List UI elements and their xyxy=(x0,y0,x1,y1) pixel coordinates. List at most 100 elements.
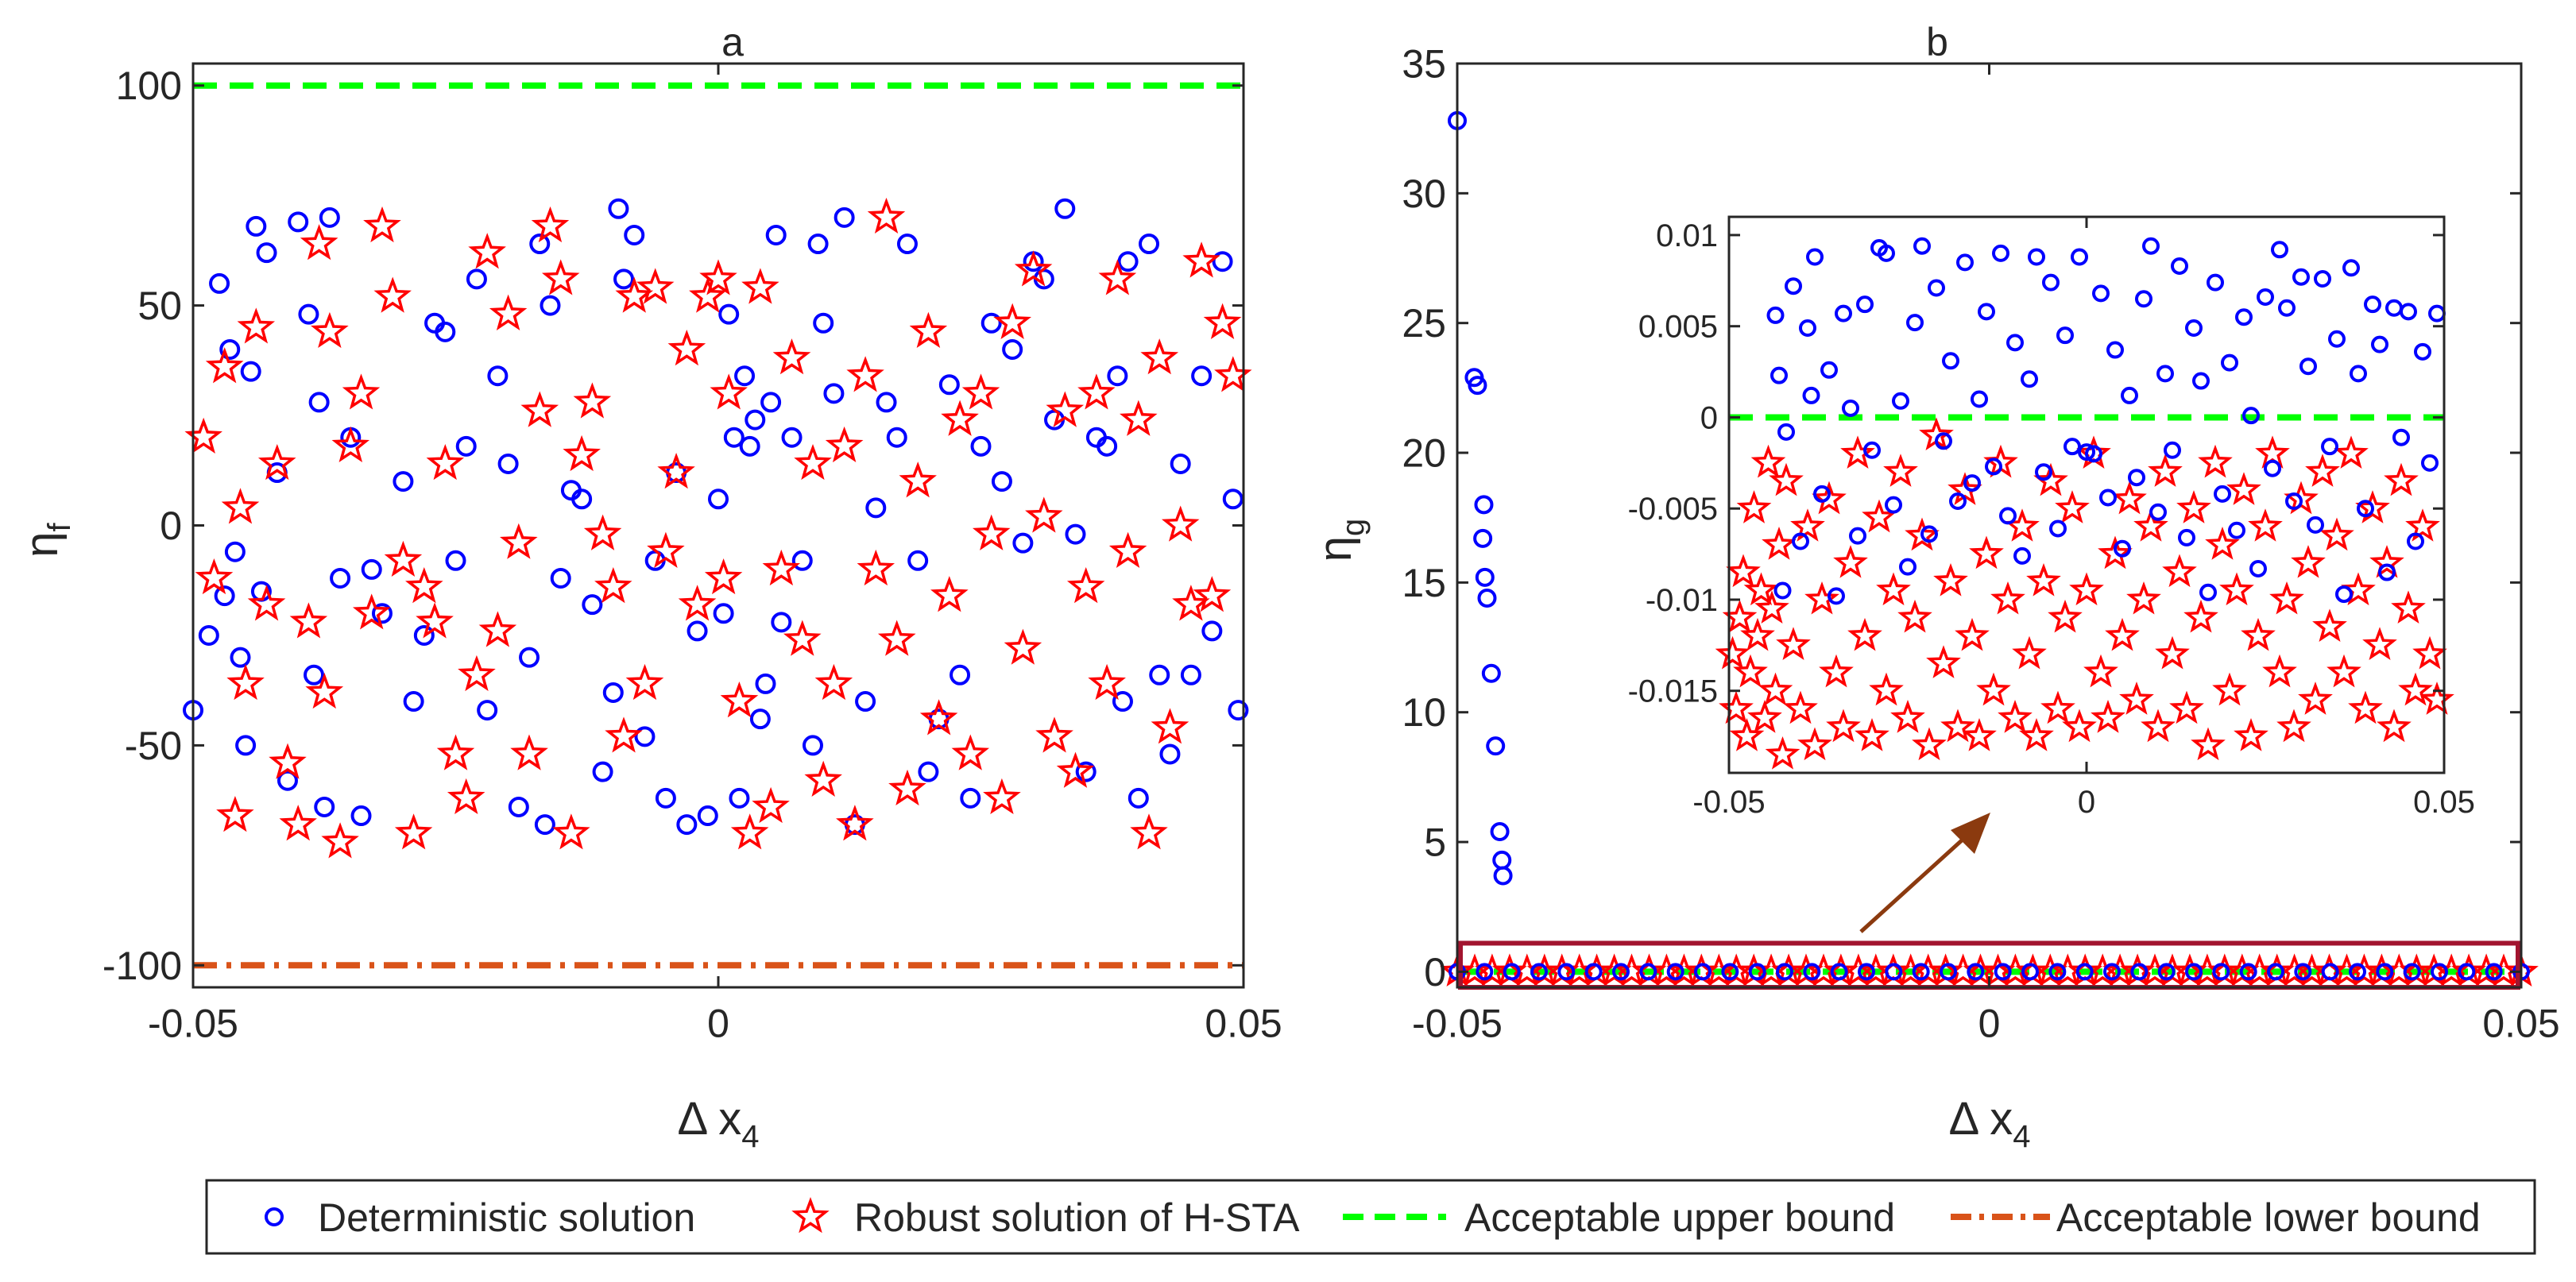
robust-point xyxy=(783,620,822,656)
inset-robust-point xyxy=(1762,527,1797,560)
robust-point xyxy=(615,276,654,313)
panel-b-ytick-label: 10 xyxy=(1402,690,1446,735)
inset-robust-point xyxy=(1926,645,1961,678)
inset-deterministic-point xyxy=(1806,248,1824,266)
panel-b-ytick-label: 15 xyxy=(1402,561,1446,605)
inset-deterministic-point xyxy=(1920,525,1938,543)
inset-deterministic-point xyxy=(2028,248,2045,266)
robust-point xyxy=(489,294,528,330)
robust-point xyxy=(877,620,916,656)
legend: Deterministic solution Robust solution o… xyxy=(205,1179,2536,1255)
robust-point xyxy=(1172,585,1210,621)
panel-a-title: a xyxy=(721,20,744,64)
inset-deterministic-point xyxy=(2085,445,2102,463)
deterministic-point xyxy=(508,796,529,817)
panel-b-ytick-label: 25 xyxy=(1402,301,1446,346)
inset-deterministic-point xyxy=(1802,386,1820,404)
deterministic-point xyxy=(1065,523,1086,545)
inset-robust-point xyxy=(2369,545,2404,578)
robust-point xyxy=(710,373,748,410)
deterministic-point xyxy=(403,691,424,712)
inset-deterministic-point xyxy=(2192,372,2210,390)
deterministic-point xyxy=(781,427,803,448)
inset-deterministic-point xyxy=(2149,503,2167,521)
inset-deterministic-point xyxy=(1856,295,1874,314)
deterministic-point xyxy=(981,312,1002,334)
robust-point xyxy=(857,549,895,586)
robust-point xyxy=(594,566,632,604)
deterministic-point xyxy=(697,805,718,827)
inset-deterministic-point xyxy=(2135,290,2152,308)
robust-point xyxy=(195,558,234,595)
robust-point xyxy=(762,549,801,586)
robust-point xyxy=(216,796,254,832)
inset-deterministic-point xyxy=(2064,438,2081,456)
deterministic-point xyxy=(855,691,876,712)
inset-robust-point xyxy=(2391,590,2426,624)
deterministic-point xyxy=(466,268,487,290)
deterministic-point xyxy=(2239,963,2257,981)
inset-deterministic-point xyxy=(2178,528,2195,546)
zoom-arrow xyxy=(1859,813,1990,933)
robust-point xyxy=(573,382,612,419)
deterministic-point xyxy=(1858,963,1875,981)
deterministic-point xyxy=(235,735,257,756)
robust-point xyxy=(257,444,296,481)
deterministic-point xyxy=(2267,963,2284,981)
inset-deterministic-point xyxy=(1849,527,1866,545)
deterministic-point xyxy=(1170,453,1191,474)
deterministic-point xyxy=(393,471,414,492)
inset-deterministic-point xyxy=(1906,314,1924,332)
robust-point xyxy=(1151,708,1189,744)
inset-ytick-label: 0 xyxy=(1700,400,1718,435)
inset-deterministic-point xyxy=(2207,273,2224,292)
deterministic-point xyxy=(713,603,734,624)
panel-a-xtick-label: 0 xyxy=(707,1002,729,1046)
inset-robust-point xyxy=(2348,690,2383,724)
inset-deterministic-point xyxy=(2292,268,2310,286)
robust-point xyxy=(1140,338,1179,375)
inset-robust-point xyxy=(2026,562,2061,597)
deterministic-point xyxy=(802,735,823,756)
deterministic-point xyxy=(1721,963,1739,981)
inset-robust-point xyxy=(1905,517,1940,551)
inset-deterministic-point xyxy=(2071,248,2088,266)
panel-b-xtick-label: -0.05 xyxy=(1412,1002,1503,1046)
deterministic-point xyxy=(950,664,971,685)
deterministic-point xyxy=(497,453,519,474)
deterministic-point xyxy=(1492,850,1512,870)
inset-robust-point xyxy=(2055,490,2090,523)
inset-deterministic-point xyxy=(1828,587,1845,605)
deterministic-point xyxy=(1002,338,1023,360)
inset-robust-point xyxy=(2377,709,2412,743)
robust-point xyxy=(704,558,743,595)
deterministic-point xyxy=(718,303,740,325)
inset-deterministic-point xyxy=(2357,500,2374,518)
deterministic-point xyxy=(729,787,750,809)
robust-point xyxy=(541,259,580,295)
inset-deterministic-point xyxy=(1835,304,1852,322)
deterministic-point xyxy=(2376,963,2394,981)
inset-robust-point xyxy=(2019,718,2054,751)
inset-robust-point xyxy=(2155,635,2190,670)
deterministic-point xyxy=(765,224,787,245)
robust-point xyxy=(605,716,643,753)
panel-a-xlabel: Δ x4 xyxy=(678,1093,760,1154)
robust-point xyxy=(394,813,433,850)
deterministic-point xyxy=(723,427,745,448)
robust-point xyxy=(563,434,601,472)
inset-deterministic-point xyxy=(1885,496,1902,514)
inset-robust-point xyxy=(1733,654,1768,688)
deterministic-point xyxy=(1159,743,1181,765)
deterministic-point xyxy=(1830,963,1848,981)
inset-deterministic-point xyxy=(1978,303,1995,321)
inset-xtick-label: 0 xyxy=(2078,785,2095,820)
deterministic-point xyxy=(1112,691,1133,712)
robust-point xyxy=(321,822,359,859)
deterministic-point xyxy=(938,374,960,396)
inset-deterministic-point xyxy=(1971,390,1988,408)
inset-robust-point xyxy=(2105,617,2140,651)
deterministic-point xyxy=(534,814,555,836)
inset-robust-point xyxy=(2176,490,2211,523)
inset-robust-point xyxy=(1790,508,1825,542)
